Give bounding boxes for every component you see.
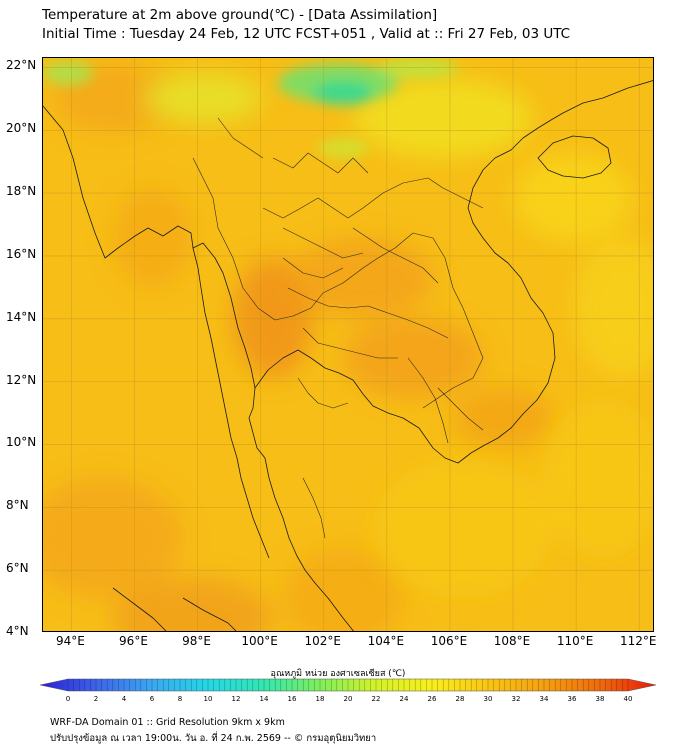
colorbar-tick-label: 38 <box>595 695 605 703</box>
map-subtitle: Initial Time : Tuesday 24 Feb, 12 UTC FC… <box>42 26 571 42</box>
lon-label: 100°E <box>241 634 278 648</box>
colorbar-tick-label: 2 <box>93 695 99 703</box>
lat-label: 6°N <box>6 561 29 576</box>
cool-areas <box>143 73 653 598</box>
colorbar-tick-label: 34 <box>539 695 549 703</box>
colorbar-title: อุณหภูมิ หน่วย องศาเซลเซียส (℃) <box>270 669 406 679</box>
footer-update: ปรับปรุงข้อมูล ณ เวลา 19:00น. วัน อ. ที่… <box>50 733 377 744</box>
colorbar-tick-label: 28 <box>455 695 465 703</box>
colorbar-tick-label: 8 <box>177 695 183 703</box>
colorbar-tick-label: 20 <box>343 695 353 703</box>
gridlines <box>43 58 653 631</box>
colorbar-tick-label: 18 <box>315 695 325 703</box>
lat-label: 10°N <box>6 435 37 450</box>
lon-label: 104°E <box>367 634 405 648</box>
lon-label: 98°E <box>182 634 211 648</box>
colorbar-tick-label: 14 <box>259 695 269 703</box>
country-borders <box>192 117 484 539</box>
warm-areas <box>43 63 553 631</box>
colorbar-tick-label: 22 <box>371 695 381 703</box>
lon-label: 110°E <box>556 634 594 648</box>
colorbar-tick-label: 12 <box>231 695 241 703</box>
lat-label: 14°N <box>6 309 37 324</box>
lat-label: 18°N <box>6 184 37 199</box>
colorbar <box>40 678 656 692</box>
lon-label: 112°E <box>619 634 657 648</box>
colorbar-tick-label: 30 <box>483 695 493 703</box>
lon-label: 108°E <box>493 634 531 648</box>
lat-label: 12°N <box>6 372 37 387</box>
lat-label: 22°N <box>6 58 37 73</box>
colorbar-tick-label: 26 <box>427 695 437 703</box>
colorbar-tick-label: 0 <box>65 695 71 703</box>
lon-label: 102°E <box>304 634 342 648</box>
lon-label: 96°E <box>119 634 148 648</box>
footer-resolution: WRF-DA Domain 01 :: Grid Resolution 9km … <box>50 717 285 728</box>
colorbar-tick-label: 36 <box>567 695 577 703</box>
temperature-map[interactable] <box>42 57 654 632</box>
colorbar-tick-label: 4 <box>121 695 127 703</box>
colorbar-tick-label: 40 <box>623 695 633 703</box>
map-canvas <box>43 58 653 631</box>
lat-label: 20°N <box>6 121 37 136</box>
lon-label: 94°E <box>55 634 85 648</box>
cold-areas <box>43 58 458 158</box>
colorbar-tick-label: 24 <box>399 695 409 703</box>
lat-label: 8°N <box>6 498 29 513</box>
lon-label: 106°E <box>430 634 468 648</box>
colorbar-tick-label: 6 <box>149 695 155 703</box>
colorbar-tick-label: 16 <box>287 695 297 703</box>
lat-label: 4°N <box>6 624 29 638</box>
lat-label: 16°N <box>6 246 37 261</box>
map-title: Temperature at 2m above ground(℃) - [Dat… <box>42 7 438 23</box>
colorbar-tick-label: 32 <box>511 695 521 703</box>
coastlines <box>43 80 653 631</box>
colorbar-tick-label: 10 <box>203 695 213 703</box>
